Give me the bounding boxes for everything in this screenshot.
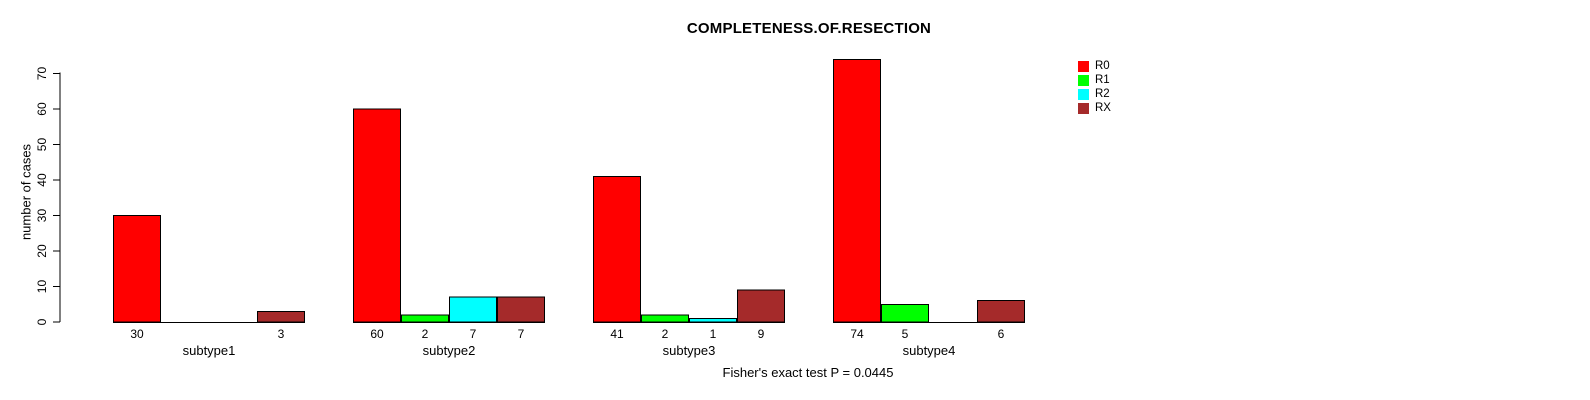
bar-value-label: 3	[278, 327, 285, 341]
bar-RX-subtype4	[977, 300, 1025, 323]
legend-label: R0	[1095, 60, 1110, 72]
bar-value-label: 5	[902, 327, 909, 341]
bar-R1-subtype2	[401, 314, 449, 323]
legend-label: RX	[1095, 102, 1111, 114]
bar-R0-subtype4	[833, 58, 881, 323]
y-axis-tick-label: 70	[35, 67, 49, 81]
bar-RX-subtype3	[737, 289, 785, 323]
y-axis-tick-label: 10	[35, 280, 49, 294]
bar-value-label: 1	[710, 327, 717, 341]
y-axis-label: number of cases	[18, 143, 34, 241]
y-axis-tick-label: 50	[35, 138, 49, 152]
category-label-subtype2: subtype2	[423, 343, 476, 358]
bar-RX-subtype2	[497, 296, 545, 323]
legend-entry-RX: RX	[1078, 102, 1111, 114]
y-axis-tick-label: 40	[35, 173, 49, 187]
bar-value-label: 74	[850, 327, 864, 341]
bar-R1-subtype4	[881, 303, 929, 323]
bar-R0-subtype1	[113, 215, 161, 323]
legend-entry-R2: R2	[1078, 88, 1111, 100]
bar-value-label: 2	[662, 327, 669, 341]
bar-R0-subtype2	[353, 108, 401, 323]
bar-value-label: 2	[422, 327, 429, 341]
bar-R0-subtype3	[593, 175, 641, 323]
bar-value-label: 9	[758, 327, 765, 341]
bar-R2-subtype2	[449, 296, 497, 323]
category-label-subtype3: subtype3	[663, 343, 716, 358]
chart-legend: R0 R1 R2 RX	[1078, 60, 1111, 114]
y-axis-tick-label: 60	[35, 102, 49, 116]
y-axis-tick-label: 0	[35, 318, 49, 325]
legend-entry-R1: R1	[1078, 74, 1111, 86]
legend-swatch-icon	[1078, 61, 1089, 72]
category-label-subtype1: subtype1	[183, 343, 236, 358]
bar-value-label: 7	[518, 327, 525, 341]
category-label-subtype4: subtype4	[903, 343, 956, 358]
bar-value-label: 6	[998, 327, 1005, 341]
bar-value-label: 60	[370, 327, 384, 341]
chart-title: COMPLETENESS.OF.RESECTION	[686, 20, 932, 37]
legend-swatch-icon	[1078, 103, 1089, 114]
legend-swatch-icon	[1078, 75, 1089, 86]
bar-value-label: 41	[610, 327, 624, 341]
bar-value-label: 30	[130, 327, 144, 341]
legend-swatch-icon	[1078, 89, 1089, 100]
bar-R2-subtype3	[689, 317, 737, 323]
y-axis-tick-label: 30	[35, 209, 49, 223]
legend-label: R1	[1095, 74, 1110, 86]
fisher-test-annotation: Fisher's exact test P = 0.0445	[722, 365, 894, 380]
bar-value-label: 7	[470, 327, 477, 341]
legend-label: R2	[1095, 88, 1110, 100]
bar-RX-subtype1	[257, 310, 305, 323]
bar-R1-subtype3	[641, 314, 689, 323]
y-axis-tick-label: 20	[35, 244, 49, 258]
legend-entry-R0: R0	[1078, 60, 1111, 72]
